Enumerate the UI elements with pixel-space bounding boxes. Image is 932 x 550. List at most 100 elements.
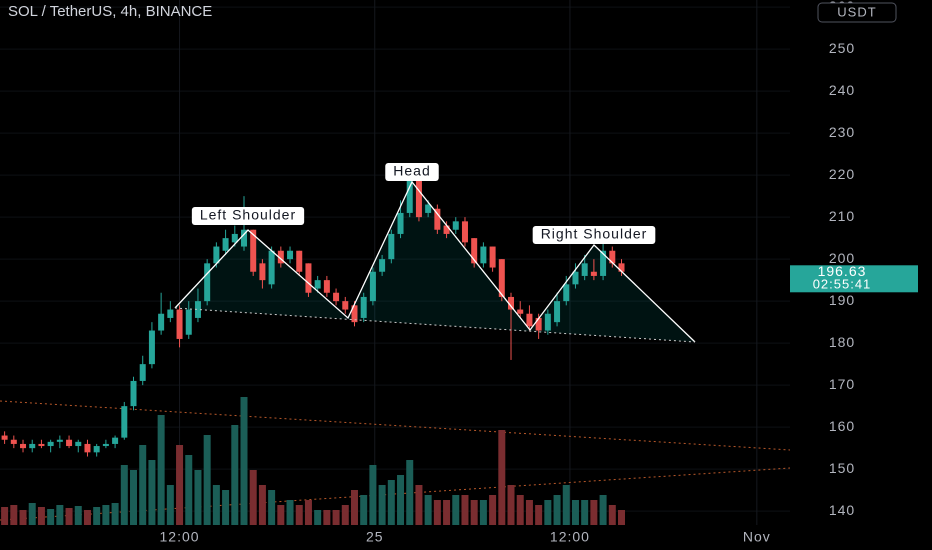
volume-bar [314, 510, 322, 525]
y-tick-label: 240 [829, 82, 855, 98]
candle-body [167, 309, 174, 318]
candle-body [296, 250, 303, 272]
volume-bar [535, 505, 543, 525]
candle-body [618, 263, 625, 272]
y-tick-label: 190 [829, 292, 855, 308]
volume-bar [19, 510, 27, 525]
candle-body [342, 301, 349, 310]
pattern [174, 180, 696, 343]
volume-bar [83, 510, 91, 525]
volume-bar [461, 495, 469, 525]
candle-body [277, 250, 284, 264]
candle-body [498, 259, 505, 297]
candle-body [369, 271, 376, 302]
candle-body [121, 406, 128, 438]
volume-bar [74, 506, 82, 525]
volume-bar [222, 490, 230, 525]
annotation-box [532, 226, 656, 244]
volume-bar [378, 485, 386, 525]
volume-bar [212, 485, 220, 525]
volume-bar [415, 485, 423, 525]
volume-bar [139, 445, 147, 525]
volume-bar [56, 505, 64, 525]
volume-bar [618, 510, 626, 525]
annotation-label: Head [393, 163, 430, 179]
countdown-label: 02:55:41 [813, 277, 872, 292]
chart-title: SOL / TetherUS, 4h, BINANCE [8, 3, 212, 20]
volume-bar [341, 505, 349, 525]
candle-body [554, 301, 561, 323]
volume-bar [350, 490, 358, 525]
y-tick-label: 250 [829, 40, 855, 56]
annotation-box [385, 163, 439, 181]
y-tick-label: 210 [829, 208, 855, 224]
candle-body [452, 221, 459, 230]
candle-body [609, 250, 616, 264]
candle-body [590, 271, 597, 276]
candle-body [461, 221, 468, 243]
volume-bar [102, 505, 110, 525]
candle-body [148, 330, 155, 365]
volume-bar [47, 509, 55, 525]
candle-body [323, 280, 330, 293]
candle-body [47, 441, 54, 447]
candle-body [231, 233, 238, 243]
volume-bar [120, 465, 128, 525]
volume-bar [369, 465, 377, 525]
pattern-line [174, 180, 696, 343]
candle-body [194, 301, 201, 318]
candle-body [406, 179, 413, 213]
volumes [1, 397, 626, 525]
annotation-label: Right Shoulder [541, 226, 648, 242]
currency-badge[interactable] [817, 2, 897, 23]
volume-bar [525, 500, 533, 525]
volume-bar [323, 510, 331, 525]
candle-body [535, 317, 542, 331]
x-tick-label: Nov [743, 529, 771, 545]
candle-body [222, 238, 229, 251]
candle-body [84, 443, 91, 453]
candle-body [517, 309, 524, 314]
y-tick-label: 150 [829, 460, 855, 476]
candle-body [259, 263, 266, 281]
candle-body [471, 238, 478, 264]
volume-bar [185, 455, 193, 525]
annotation-label: Left Shoulder [200, 207, 296, 223]
volume-bar [93, 507, 101, 525]
volume-bar [507, 485, 515, 525]
volume-bar [489, 495, 497, 525]
candle-body [443, 225, 450, 234]
volume-bar [581, 500, 589, 525]
volume-bar [148, 460, 156, 525]
volume-bar [562, 485, 570, 525]
volume-bar [443, 500, 451, 525]
volume-bar [590, 500, 598, 525]
candle-body [508, 296, 515, 310]
candle-body [75, 441, 82, 447]
time-axis-bg [0, 525, 932, 550]
candle-body [38, 443, 45, 447]
volume-bar [111, 503, 119, 525]
volume-bar [397, 475, 405, 525]
volume-bar [424, 495, 432, 525]
volume-bar [544, 500, 552, 525]
volume-bar [1, 507, 9, 525]
candle-body [240, 229, 247, 247]
trend-line [0, 400, 791, 451]
candle-body [204, 263, 211, 302]
candle-body [572, 271, 579, 285]
candle-body [268, 250, 275, 285]
y-tick-label: 140 [829, 502, 855, 518]
candle-body [600, 250, 607, 276]
candle-body [544, 313, 551, 331]
candle-body [176, 309, 183, 339]
volume-bar [387, 480, 395, 525]
x-tick-label: 12:00 [160, 529, 200, 545]
candle-body [397, 212, 404, 234]
candle-body [287, 250, 294, 260]
y-tick-label: 200 [829, 250, 855, 266]
candle-body [1, 435, 8, 440]
volume-bar [268, 490, 276, 525]
